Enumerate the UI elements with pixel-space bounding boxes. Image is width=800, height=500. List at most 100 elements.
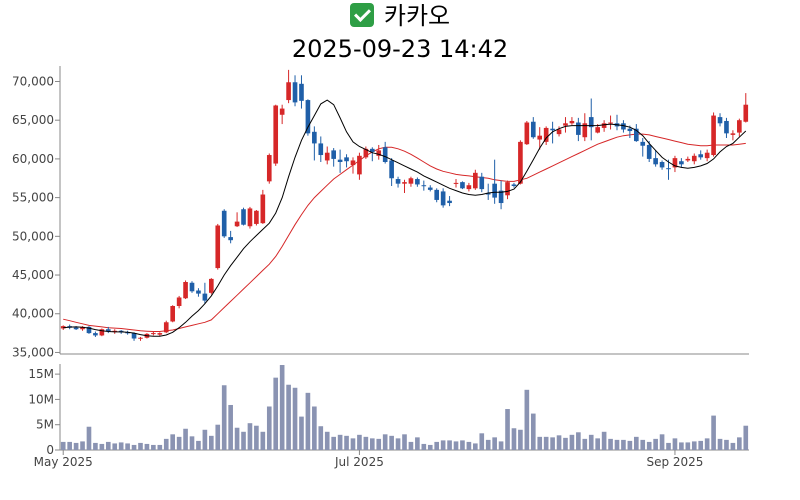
candle-body bbox=[99, 329, 105, 336]
price-tick-label: 60,000 bbox=[12, 152, 54, 166]
candle-body bbox=[530, 121, 536, 138]
candle-body bbox=[357, 155, 362, 175]
candle-body bbox=[189, 282, 195, 292]
volume-bar bbox=[369, 438, 375, 450]
volume-bar bbox=[286, 384, 291, 450]
candle-body bbox=[447, 200, 452, 204]
candle-body bbox=[556, 129, 562, 135]
volume-bar bbox=[318, 426, 324, 450]
volume-bar bbox=[344, 435, 349, 450]
price-tick-label: 35,000 bbox=[12, 345, 54, 359]
candle-body bbox=[415, 179, 420, 185]
volume-bar bbox=[151, 444, 156, 450]
candle-body bbox=[209, 278, 214, 293]
candle-body bbox=[292, 82, 298, 103]
candle-body bbox=[601, 123, 607, 128]
volume-tick-label: 5M bbox=[36, 418, 54, 432]
candle-body bbox=[421, 185, 427, 187]
candle-body bbox=[337, 159, 343, 162]
volume-bar bbox=[93, 442, 98, 450]
candle-body bbox=[466, 185, 472, 190]
candle-body bbox=[286, 82, 291, 101]
volume-bar bbox=[530, 413, 536, 450]
candle-body bbox=[350, 160, 356, 166]
volume-bar bbox=[543, 436, 549, 450]
candle-body bbox=[646, 144, 652, 159]
candle-body bbox=[196, 290, 201, 294]
candle-body bbox=[550, 128, 555, 131]
volume-bar bbox=[679, 442, 684, 450]
volume-bar bbox=[621, 439, 626, 450]
candle-body bbox=[627, 128, 633, 132]
candle-body bbox=[679, 161, 684, 165]
candle-body bbox=[331, 150, 336, 159]
candle-body bbox=[382, 147, 388, 162]
candle-body bbox=[498, 190, 504, 204]
candle-body bbox=[633, 128, 639, 142]
candle-body bbox=[273, 105, 279, 164]
volume-bar bbox=[479, 433, 485, 450]
candle-body bbox=[479, 176, 485, 190]
volume-bar bbox=[241, 431, 246, 450]
volume-bar bbox=[505, 409, 510, 450]
candle-body bbox=[427, 187, 433, 190]
volume-bar bbox=[466, 441, 472, 450]
candle-body bbox=[698, 154, 704, 158]
candle-body bbox=[80, 326, 85, 330]
candle-body bbox=[254, 210, 259, 224]
candle-body bbox=[318, 143, 324, 156]
volume-bar bbox=[73, 442, 79, 450]
candle-body bbox=[266, 155, 272, 182]
volume-bar bbox=[363, 436, 369, 450]
volume-bar bbox=[640, 439, 646, 450]
volume-bar bbox=[112, 443, 118, 450]
candle-body bbox=[157, 333, 163, 335]
volume-bar bbox=[395, 438, 401, 450]
volume-bar bbox=[511, 428, 517, 450]
volume-bar bbox=[711, 415, 716, 450]
candle-body bbox=[105, 329, 111, 332]
volume-bar bbox=[305, 392, 311, 450]
candle-body bbox=[86, 326, 92, 334]
volume-bar bbox=[279, 365, 285, 450]
volume-bar bbox=[67, 441, 72, 450]
candle-body bbox=[376, 150, 382, 156]
candle-body bbox=[312, 131, 317, 144]
candle-body bbox=[279, 108, 285, 115]
candle-body bbox=[324, 152, 330, 161]
volume-bar bbox=[273, 377, 279, 450]
candle-body bbox=[241, 209, 246, 225]
candle-body bbox=[717, 117, 723, 124]
volume-bar bbox=[646, 441, 652, 450]
volume-bar bbox=[704, 438, 710, 450]
candle-body bbox=[672, 158, 678, 168]
candle-body bbox=[608, 122, 613, 124]
volume-bar bbox=[633, 436, 639, 450]
chart-datetime: 2025-09-23 14:42 bbox=[291, 35, 509, 63]
candle-body bbox=[460, 182, 465, 189]
candle-body bbox=[305, 100, 311, 134]
volume-bar bbox=[498, 441, 504, 450]
volume-bar bbox=[743, 425, 749, 450]
volume-bar bbox=[485, 439, 491, 450]
volume-bar bbox=[698, 440, 704, 450]
candle-body bbox=[260, 194, 266, 224]
volume-bar bbox=[492, 437, 497, 450]
candle-body bbox=[653, 158, 658, 165]
candle-body bbox=[112, 330, 118, 332]
volume-bar bbox=[730, 442, 736, 450]
candle-body bbox=[704, 152, 710, 159]
candle-body bbox=[518, 141, 523, 184]
volume-bar bbox=[691, 441, 697, 450]
volume-bar bbox=[653, 438, 658, 450]
volume-bar bbox=[125, 443, 130, 450]
candle-body bbox=[588, 117, 594, 128]
volume-bar bbox=[415, 437, 420, 450]
date-tick-label: May 2025 bbox=[34, 455, 93, 469]
volume-bar bbox=[157, 444, 163, 450]
volume-bar bbox=[614, 439, 620, 450]
volume-bar bbox=[473, 443, 478, 450]
candle-body bbox=[492, 183, 497, 198]
candle-body bbox=[369, 148, 375, 152]
volume-bar bbox=[247, 423, 253, 450]
